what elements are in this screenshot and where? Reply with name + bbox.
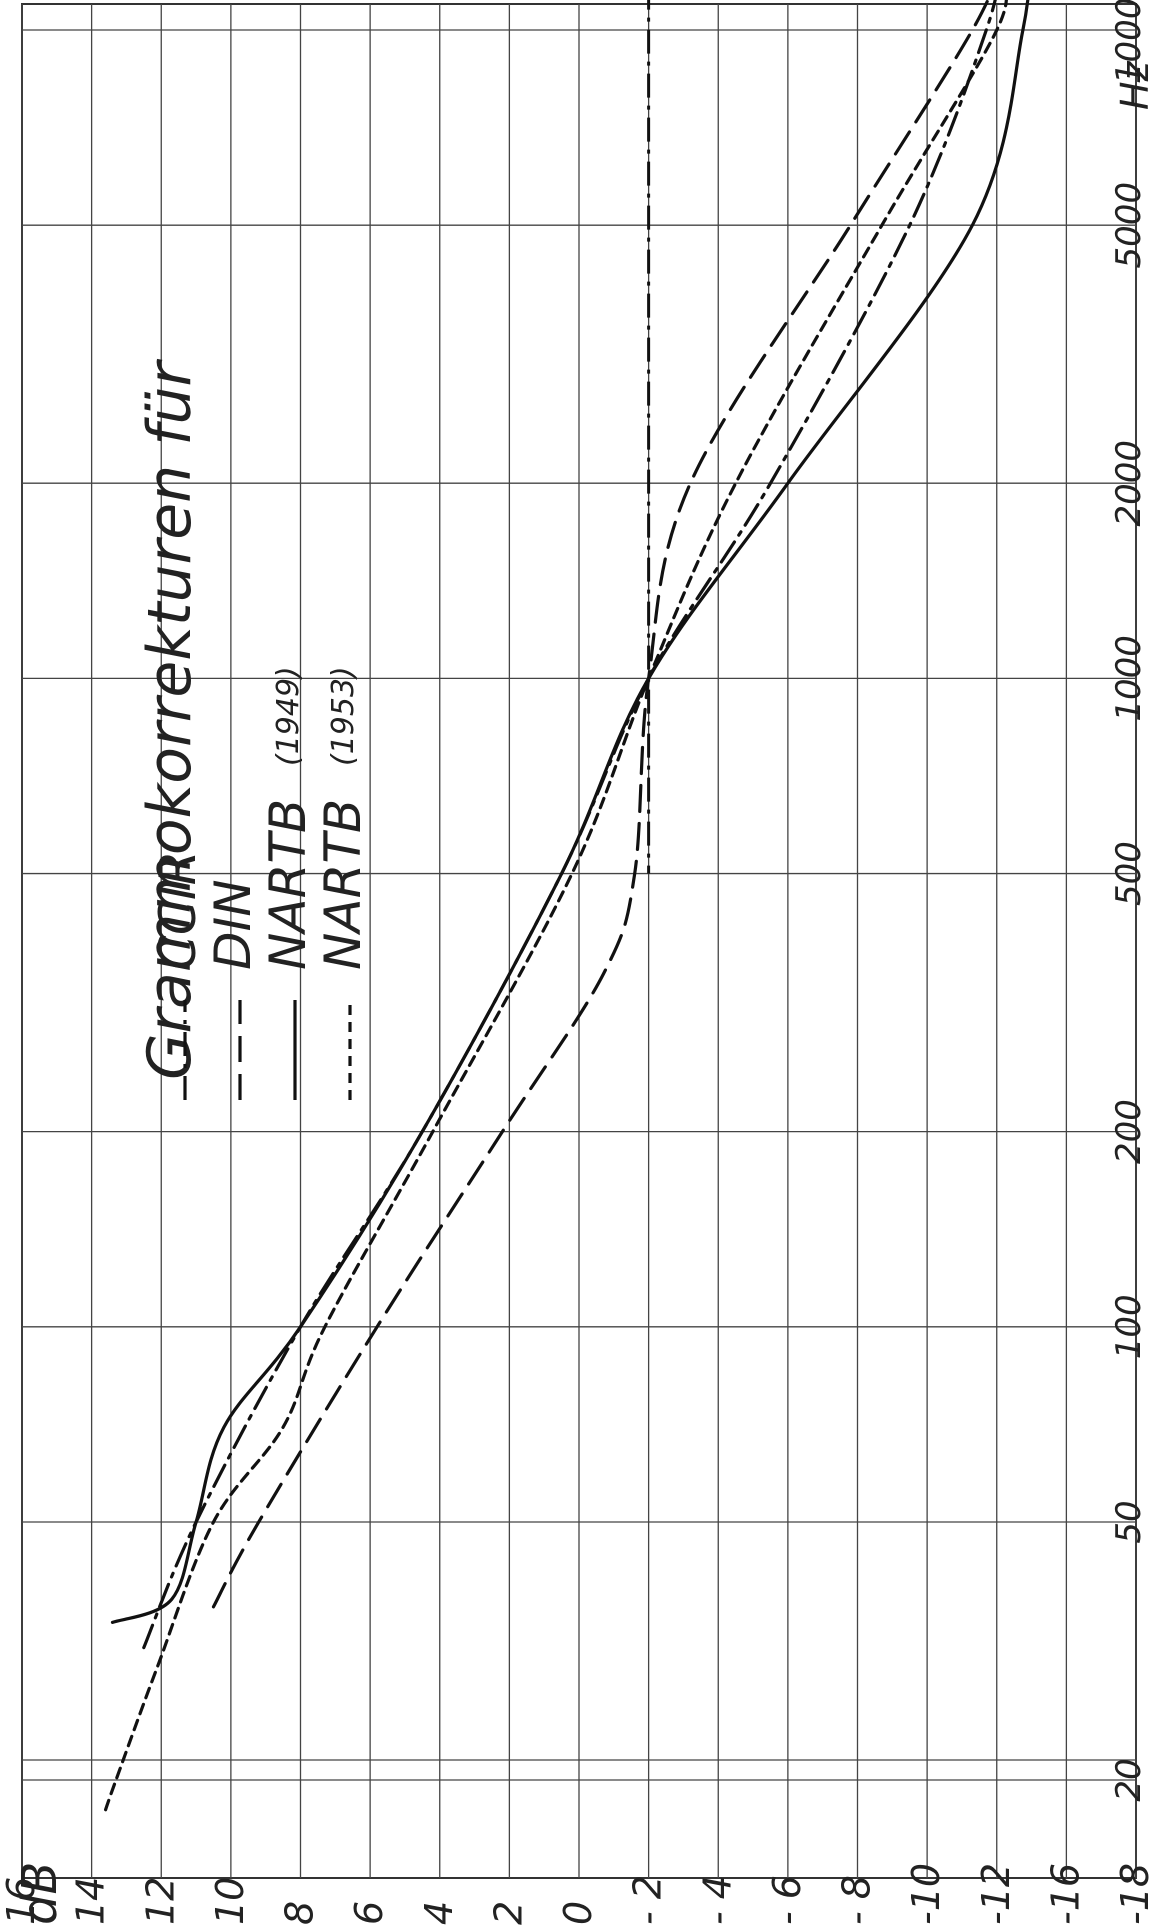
x-tick-label: 5000 [1109, 182, 1149, 269]
y-tick-label: 16 [0, 1877, 43, 1925]
x-tick-label: 50 [1109, 1500, 1149, 1543]
y-tick-label: 8 [278, 1901, 322, 1925]
y-tick-label: 14 [69, 1877, 113, 1925]
series-line-2 [211, 0, 990, 1609]
x-tick-label: 100 [1109, 1294, 1149, 1359]
legend-year-label: (1949) [271, 666, 306, 766]
y-tick-label: 2 [486, 1901, 530, 1925]
y-tick-label: -18 [1113, 1863, 1153, 1925]
y-tick-label: 4 [417, 1901, 461, 1925]
legend-label: NARTB [314, 799, 372, 970]
y-tick-label: 12 [138, 1877, 182, 1925]
x-tick-label: 10000 [1109, 0, 1149, 84]
y-axis-tick-labels: 16 14 12 10 8 6 4 2 0 - 2 - 4 - 6 - 8 -10 -12 -16 -18 [0, 1863, 1153, 1925]
y-tick-label: 0 [556, 1901, 600, 1925]
x-axis-tick-labels: 20 50 100 200 500 1000 2000 5000 10000 [1109, 0, 1149, 1802]
chart-title: Grammokorrekturen für [135, 359, 205, 1080]
series-line-4 [104, 0, 1008, 1812]
legend-label: NARTB [259, 799, 317, 970]
y-tick-label: - 2 [626, 1875, 670, 1925]
y-axis-label: dB [12, 1862, 68, 1925]
x-tick-label: 200 [1109, 1099, 1149, 1164]
legend-label: CCIR [149, 851, 207, 970]
series-line-3 [110, 0, 1030, 1624]
y-tick-label: - 6 [765, 1875, 809, 1925]
y-tick-label: -12 [974, 1863, 1018, 1925]
x-tick-label: 1000 [1109, 635, 1149, 722]
legend-year-label: (1953) [326, 666, 361, 766]
y-tick-label: 6 [347, 1901, 391, 1925]
x-tick-label: 20 [1109, 1758, 1149, 1801]
y-tick-label: - 4 [695, 1875, 739, 1925]
x-tick-label: 500 [1109, 841, 1149, 906]
y-tick-label: 10 [208, 1877, 252, 1925]
chart-curves [104, 0, 1030, 1812]
x-axis-unit-label: Hz [1113, 60, 1153, 110]
x-tick-label: 2000 [1109, 440, 1149, 527]
y-tick-label: - 8 [835, 1875, 879, 1925]
y-tick-label: -16 [1043, 1863, 1087, 1925]
legend-label: DIN [204, 879, 262, 970]
y-tick-label: -10 [904, 1863, 948, 1925]
